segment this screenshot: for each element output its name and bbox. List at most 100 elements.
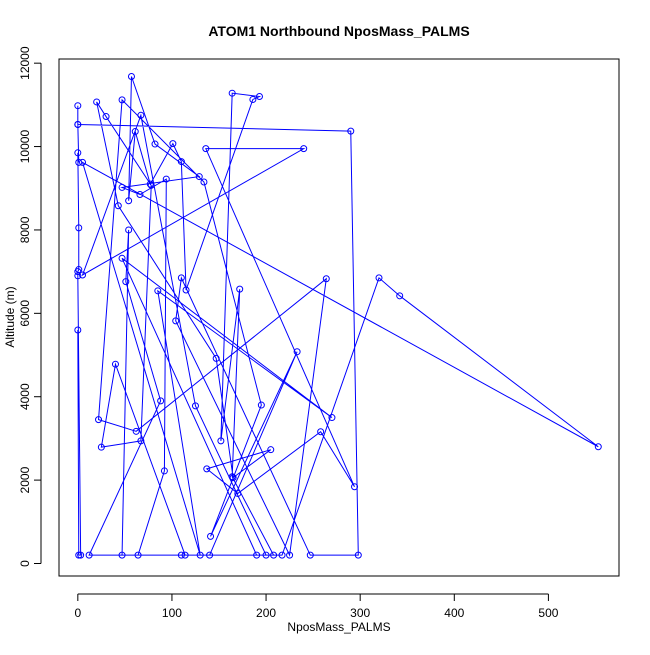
x-tick-label: 400 [444,606,464,620]
data-point [102,113,110,121]
x-tick-label: 100 [162,606,182,620]
data-point [202,145,210,153]
x-axis-title: NposMass_PALMS [287,620,390,634]
data-point [351,483,359,491]
data-point [354,551,362,559]
data-point [118,551,126,559]
data-point [293,348,301,356]
data-point [322,275,330,283]
y-axis: 0 2000 4000 6000 8000 10000 12000 [18,46,42,567]
data-point [125,226,133,234]
series-points-group [74,73,602,559]
data-point [257,401,265,409]
y-tick-label: 12000 [18,46,32,80]
data-point [134,551,142,559]
data-point [217,437,225,445]
data-point [151,140,159,148]
data-point [79,158,87,166]
data-point [300,145,308,153]
y-tick-label: 8000 [18,216,32,243]
data-point [234,489,242,497]
data-point [206,551,214,559]
data-point [229,474,237,482]
data-point [136,191,144,198]
data-point [286,551,294,559]
data-point [75,266,83,274]
series-connecting-line [77,76,599,557]
data-point [181,551,189,559]
data-point [75,158,83,166]
data-point [122,278,130,286]
data-point [85,551,93,559]
x-tick-label: 0 [74,606,81,620]
data-point [306,551,314,559]
data-point [162,175,170,183]
data-point [328,414,336,422]
data-point [253,551,261,559]
data-point [154,287,162,295]
data-point [97,443,105,451]
data-point [200,178,208,186]
data-point [270,551,278,559]
data-point [396,292,404,300]
data-point [74,120,82,128]
data-point [118,254,126,262]
y-tick-label: 10000 [18,130,32,164]
data-point [146,180,154,188]
y-axis-title: Altitude (m) [3,286,17,347]
data-point [212,354,220,362]
data-point [118,183,126,191]
data-point [111,360,119,368]
data-point [375,274,383,282]
x-tick-label: 300 [350,606,370,620]
data-point [267,446,275,454]
data-point [93,98,101,106]
data-point [127,73,135,81]
data-point [147,181,155,189]
data-point [236,285,244,293]
data-point [594,443,602,451]
data-point [95,416,103,424]
data-point [118,96,126,104]
x-axis: 0 100 200 300 400 500 [74,593,559,620]
data-point [182,286,190,294]
y-tick-label: 0 [18,560,32,567]
data-point [228,89,236,97]
data-point [157,397,165,405]
data-point [74,102,82,110]
x-tick-label: 200 [256,606,276,620]
data-point [160,467,168,475]
data-point [177,551,185,559]
data-point [177,158,185,166]
data-point [262,551,270,559]
data-point [77,551,85,559]
data-point [191,402,199,410]
data-point [317,428,325,436]
data-point [169,140,177,148]
data-point [137,437,145,445]
data-point [278,551,286,559]
data-point [131,128,139,136]
data-point [249,95,257,103]
data-point [74,149,82,157]
series-line-group [77,76,599,557]
data-point [75,224,83,232]
data-point [79,271,87,279]
data-point [203,465,211,473]
data-point [137,111,145,119]
y-tick-label: 6000 [18,300,32,327]
data-point [347,127,355,135]
data-point [177,274,185,282]
data-point [74,326,82,334]
data-point [75,551,83,559]
data-point [172,317,180,325]
y-tick-label: 2000 [18,466,32,493]
x-tick-label: 500 [538,606,558,620]
data-point [132,427,140,435]
y-tick-label: 4000 [18,383,32,410]
data-point [207,532,215,540]
chart-title: ATOM1 Northbound NposMass_PALMS [208,23,469,39]
data-point [196,551,204,559]
